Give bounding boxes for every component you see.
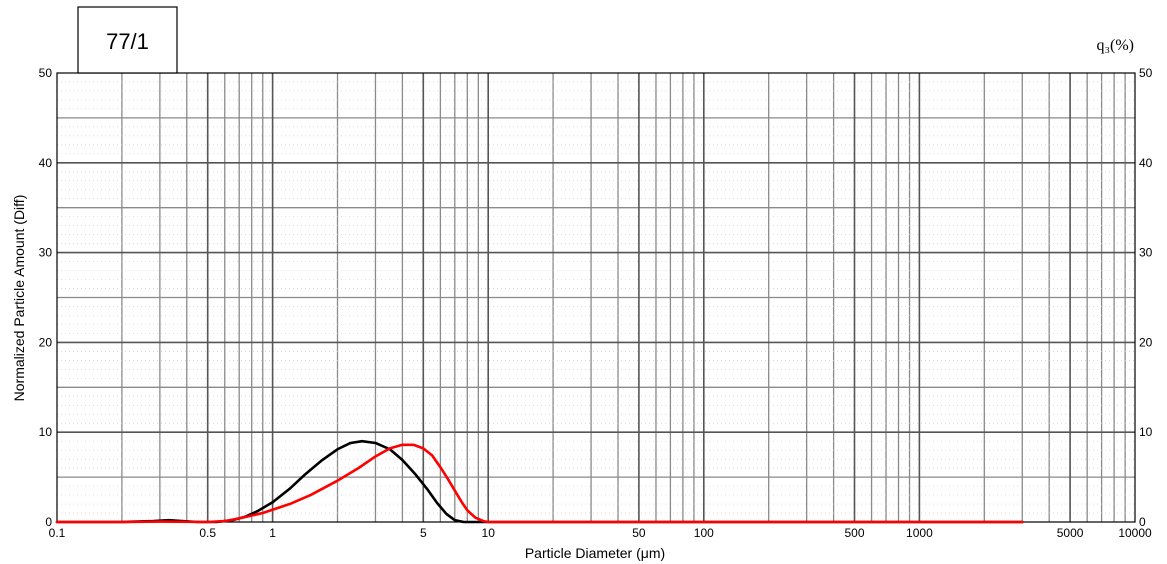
y-tick-label-left: 30 [39,246,53,260]
y-tick-label-right: 0 [1139,515,1146,529]
label-box: 77/1 [77,6,178,74]
x-tick-label: 5000 [1057,526,1084,540]
y-tick-label-left: 50 [39,66,53,80]
series-line-2 [55,443,1024,524]
x-tick-label: 10000 [1118,526,1152,540]
x-axis-title: Particle Diameter (μm) [525,545,665,561]
x-tick-label: 10 [482,526,496,540]
y-tick-label-left: 10 [39,425,53,439]
y-tick-label-right: 20 [1139,335,1153,349]
x-tick-label: 1 [269,526,276,540]
y-tick-label-right: 50 [1139,66,1153,80]
y-axis-title: Normalized Particle Amount (Diff) [11,195,27,402]
y-tick-label-right: 40 [1139,156,1153,170]
y-tick-label-left: 0 [45,515,52,529]
x-tick-label: 1000 [906,526,933,540]
y-tick-label-right: 10 [1139,425,1153,439]
x-tick-label: 0.5 [199,526,216,540]
label-box-text: 77/1 [106,29,149,54]
series-line-1 [55,439,1024,524]
x-tick-label: 50 [632,526,646,540]
minor-gridlines [57,73,1135,522]
major-gridlines [57,73,1135,522]
x-tick-label: 500 [844,526,864,540]
x-tick-label: 0.1 [49,526,66,540]
x-tick-label: 100 [694,526,714,540]
y-tick-label-left: 20 [39,335,53,349]
right-axis-unit-label: q₃(%) [1096,37,1134,54]
y-tick-label-left: 40 [39,156,53,170]
y-tick-label-right: 30 [1139,246,1153,260]
series-layer [55,439,1024,524]
x-tick-label: 5 [420,526,427,540]
